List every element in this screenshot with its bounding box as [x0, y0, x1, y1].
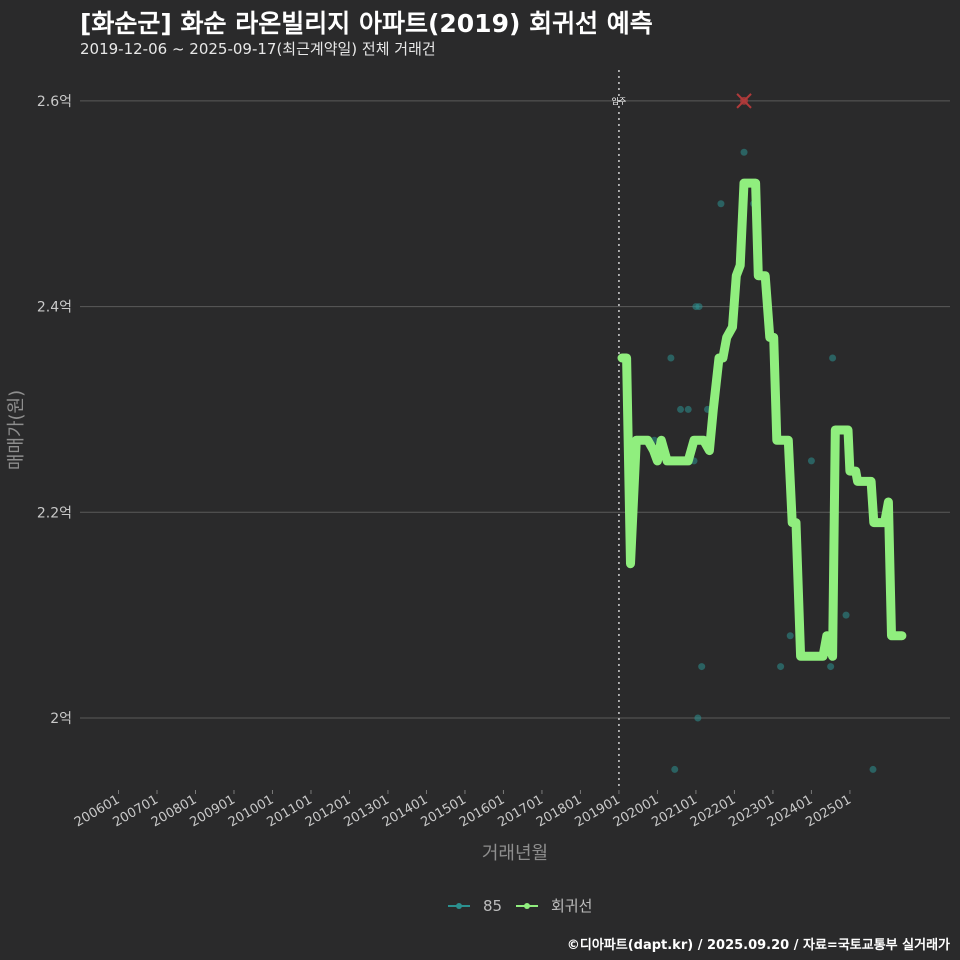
chart-subtitle: 2019-12-06 ~ 2025-09-17(최근계약일) 전체 거래건 — [80, 40, 436, 58]
x-axis-title: 거래년월 — [482, 843, 548, 864]
scatter-point — [694, 714, 702, 722]
scatter-point — [786, 632, 794, 640]
scatter-point — [740, 148, 748, 156]
x-tick-labels: 2006012007012008012009012010012011012012… — [72, 790, 854, 830]
max-marker-group — [736, 93, 752, 109]
y-tick-label: 2.4억 — [37, 300, 72, 316]
scatter-point — [829, 354, 837, 362]
scatter-point — [842, 611, 850, 619]
y-tick-label: 2.6억 — [37, 94, 72, 110]
legend-swatch-dot — [524, 903, 530, 909]
scatter-series-85 — [650, 148, 877, 773]
legend-swatch-dot — [456, 903, 462, 909]
scatter-point — [827, 663, 835, 671]
max-marker-cross — [736, 93, 752, 109]
y-tick-labels: 2억 2.2억 2.4억 2.6억 — [37, 94, 72, 727]
chart-title: [화순군] 화순 라온빌리지 아파트(2019) 회귀선 예측 — [80, 9, 653, 38]
scatter-point — [717, 200, 725, 208]
regression-series — [617, 178, 907, 661]
scatter-point — [869, 765, 877, 773]
move-in-line-group: 입주 — [612, 70, 627, 790]
scatter-point — [667, 354, 675, 362]
y-axis-title: 매매가(원) — [6, 390, 27, 470]
y-tick-label: 2.2억 — [37, 505, 72, 521]
legend: 85 회귀선 — [448, 897, 592, 915]
move-in-label: 입주 — [612, 97, 627, 106]
y-tick-label: 2억 — [50, 711, 72, 727]
y-grid — [80, 100, 950, 719]
scatter-point — [677, 405, 685, 413]
scatter-point — [698, 663, 706, 671]
footer-credit: ©디아파트(dapt.kr) / 2025.09.20 / 자료=국토교통부 실… — [566, 938, 950, 953]
scatter-point — [684, 405, 692, 413]
legend-label: 회귀선 — [551, 897, 592, 915]
scatter-point — [777, 663, 785, 671]
scatter-point — [671, 765, 679, 773]
scatter-point — [695, 303, 703, 311]
regression-line — [617, 178, 907, 661]
scatter-point — [807, 457, 815, 465]
legend-label: 85 — [483, 897, 502, 915]
